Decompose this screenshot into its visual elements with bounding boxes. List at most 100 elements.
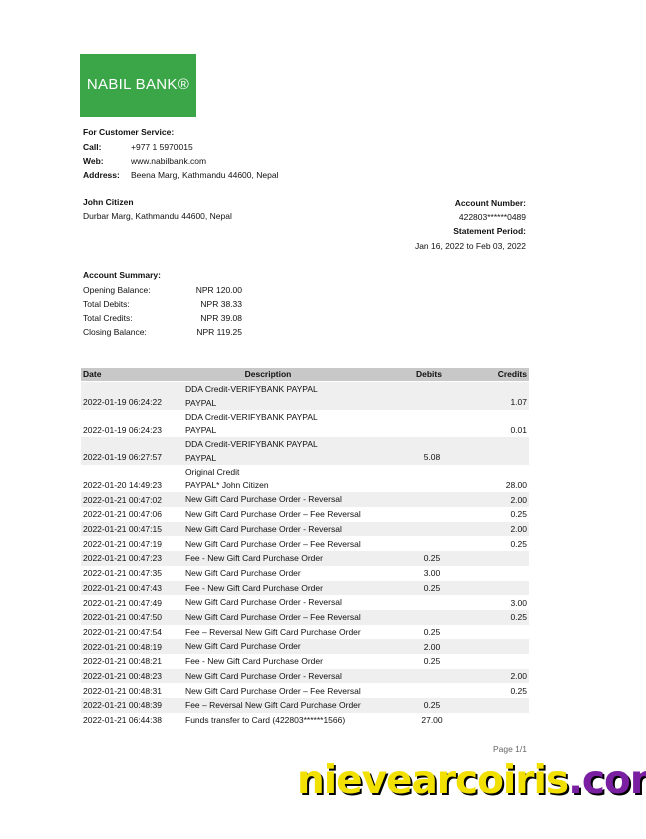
debit: 0.25 <box>423 626 441 637</box>
date: 2022-01-20 14:49:23 <box>83 479 162 490</box>
description: PAYPAL* John Citizen <box>185 480 269 491</box>
label: Statement Period: <box>453 226 526 236</box>
debit: 0.25 <box>423 700 441 711</box>
date: 2022-01-21 00:47:49 <box>83 597 162 608</box>
section-title: Account Summary: <box>83 270 161 280</box>
date: 2022-01-21 00:48:19 <box>83 641 162 652</box>
credit: 1.07 <box>510 397 527 408</box>
page-number: Page 1/1 <box>492 744 527 754</box>
description: Fee - New Gift Card Purchase Order <box>185 656 323 667</box>
label: Opening Balance: <box>83 285 151 295</box>
logo-text: NABIL BANK® <box>86 76 190 93</box>
description: Original Credit <box>185 466 240 477</box>
date: 2022-01-21 00:47:02 <box>83 494 162 505</box>
row-background <box>81 580 529 596</box>
account-number: 422803******0489 <box>458 212 526 222</box>
credit: 0.25 <box>510 538 527 549</box>
debit: 0.25 <box>423 553 441 564</box>
date: 2022-01-19 06:24:22 <box>83 397 162 408</box>
credit: 0.25 <box>510 612 527 623</box>
statement-period: Jan 16, 2022 to Feb 03, 2022 <box>414 241 526 251</box>
date: 2022-01-19 06:27:57 <box>83 452 162 463</box>
credit: 28.00 <box>505 479 527 490</box>
credit: 3.00 <box>510 597 527 608</box>
debit: 0.25 <box>423 582 441 593</box>
row-background <box>81 668 529 684</box>
date: 2022-01-21 00:47:19 <box>83 538 162 549</box>
debit: 2.00 <box>423 641 441 652</box>
debit: 5.08 <box>423 452 441 463</box>
value: NPR 38.33 <box>200 299 242 309</box>
date: 2022-01-21 00:47:50 <box>83 612 162 623</box>
date: 2022-01-21 00:47:15 <box>83 524 162 534</box>
description: DDA Credit-VERIFYBANK PAYPAL <box>185 439 318 450</box>
description: Fee – Reversal New Gift Card Purchase Or… <box>185 700 361 711</box>
row-background <box>81 437 529 465</box>
row-background <box>81 610 529 625</box>
date: 2022-01-21 00:48:39 <box>83 700 162 711</box>
description: New Gift Card Purchase Order – Fee Rever… <box>185 509 361 520</box>
label: Closing Balance: <box>83 327 147 337</box>
date: 2022-01-21 00:48:21 <box>83 656 162 667</box>
customer-name: John Citizen <box>83 197 134 207</box>
date: 2022-01-19 06:24:23 <box>83 424 162 435</box>
column-header: Credits <box>497 369 527 379</box>
description: New Gift Card Purchase Order - Reversal <box>185 597 342 608</box>
description: Fee – Reversal New Gift Card Purchase Or… <box>185 626 361 637</box>
watermark-name: nievearcoiris <box>297 758 569 803</box>
debit: 3.00 <box>423 568 441 579</box>
label: Call: <box>83 142 102 152</box>
date: 2022-01-21 00:48:31 <box>83 685 162 696</box>
date: 2022-01-21 00:47:06 <box>83 509 162 520</box>
customer-address: Durbar Marg, Kathmandu 44600, Nepal <box>83 211 232 221</box>
description: New Gift Card Purchase Order - Reversal <box>185 523 342 534</box>
debit: 0.25 <box>423 656 441 667</box>
value: NPR 120.00 <box>195 285 242 295</box>
column-header: Description <box>244 369 292 379</box>
credit: 0.01 <box>510 424 527 435</box>
watermark: nievearcoiris.com <box>297 758 646 803</box>
logo: NABIL BANK® <box>80 54 196 117</box>
section-title: For Customer Service: <box>83 127 175 137</box>
row-background <box>81 492 529 508</box>
description: DDA Credit-VERIFYBANK PAYPAL <box>185 411 318 422</box>
row-background <box>81 639 529 655</box>
description: Fee - New Gift Card Purchase Order <box>185 582 323 593</box>
date: 2022-01-21 00:47:23 <box>83 553 162 564</box>
row-background <box>81 521 529 537</box>
label: Account Number: <box>454 198 526 208</box>
value: www.nabilbank.com <box>131 156 207 166</box>
description: New Gift Card Purchase Order <box>185 567 301 578</box>
label: Total Debits: <box>83 299 130 309</box>
label: Web: <box>83 156 104 166</box>
date: 2022-01-21 00:48:23 <box>83 671 162 681</box>
description: Fee - New Gift Card Purchase Order <box>185 553 323 564</box>
date: 2022-01-21 00:47:43 <box>83 582 162 593</box>
value: NPR 39.08 <box>200 313 242 323</box>
credit: 2.00 <box>510 671 527 681</box>
description: New Gift Card Purchase Order <box>185 641 301 652</box>
value: NPR 119.25 <box>196 327 242 337</box>
description: PAYPAL <box>185 397 217 408</box>
credit: 2.00 <box>510 524 527 534</box>
column-header: Date <box>83 369 102 379</box>
debit: 27.00 <box>421 715 443 726</box>
description: New Gift Card Purchase Order - Reversal <box>185 670 342 681</box>
date: 2022-01-21 00:47:54 <box>83 626 162 637</box>
description: New Gift Card Purchase Order – Fee Rever… <box>185 612 361 622</box>
description: PAYPAL <box>185 425 217 436</box>
description: New Gift Card Purchase Order - Reversal <box>185 494 342 505</box>
table-header <box>81 368 529 381</box>
description: New Gift Card Purchase Order – Fee Rever… <box>185 538 361 549</box>
label: Total Credits: <box>83 313 133 323</box>
column-header: Debits <box>416 369 442 379</box>
date: 2022-01-21 00:47:35 <box>83 568 162 579</box>
row-background <box>81 551 529 566</box>
description: DDA Credit-VERIFYBANK PAYPAL <box>185 384 318 394</box>
row-background <box>81 382 529 410</box>
description: New Gift Card Purchase Order – Fee Rever… <box>185 685 361 696</box>
label: Address: <box>83 170 120 180</box>
credit: 0.25 <box>510 685 527 696</box>
credit: 0.25 <box>510 509 527 520</box>
